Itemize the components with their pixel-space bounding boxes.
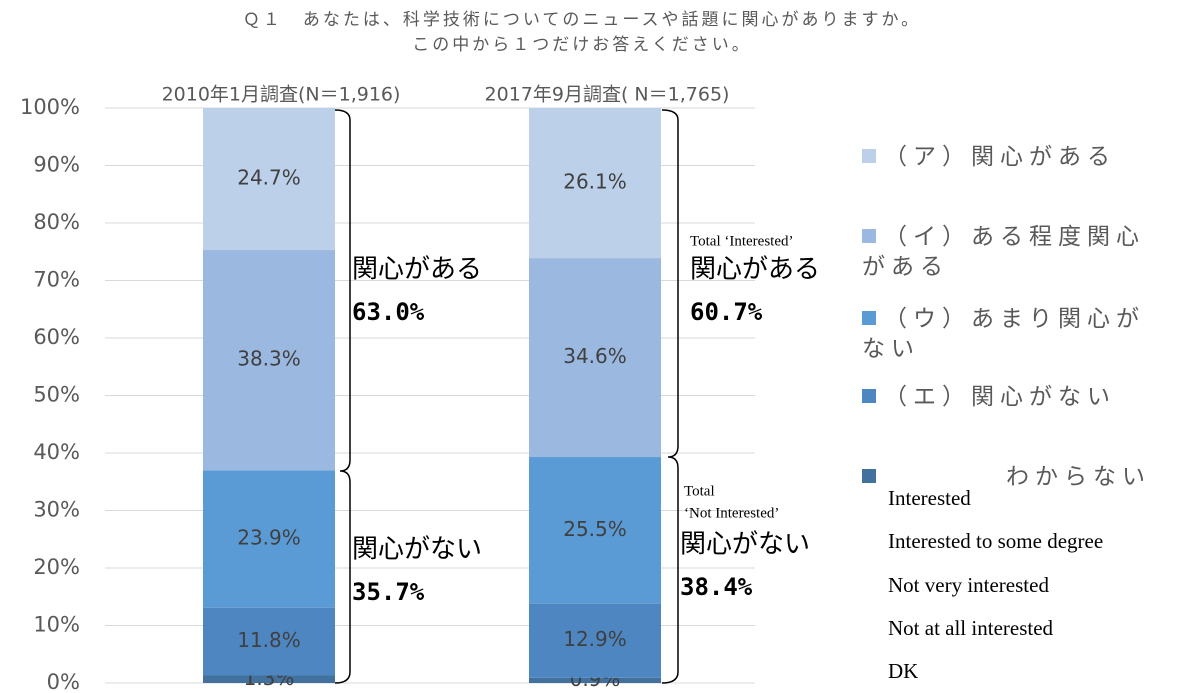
y-tick-label: 10% [33,613,80,637]
value-label: 12.9% [563,627,627,651]
legend-translation: Not very interested [888,573,1049,597]
annotation: ‘Not Interested’ [684,505,779,521]
value-label: 24.7% [237,166,301,190]
bar-segment [529,677,661,683]
legend-label: （ア）関心がある [884,144,1116,170]
y-tick-label: 0% [47,670,80,693]
x-tick-label: 2010年1月調査(N＝1,916) [162,84,401,106]
legend-label: （エ）関心がない [884,384,1116,410]
bar-segment [203,675,335,683]
x-tick-label: 2017年9月調査( N＝1,765) [485,84,730,106]
value-label: 25.5% [563,517,627,541]
y-tick-label: 80% [33,210,80,234]
legend-translation: Not at all interested [888,616,1054,640]
bar-segment [529,258,661,458]
legend-swatch [862,388,876,403]
value-label: 38.3% [237,347,301,371]
braces [334,109,679,684]
bar-segment [203,607,335,676]
annotation: Total [684,483,715,499]
chart-title: この中から１つだけお答えください。 [412,35,752,55]
value-label: 23.9% [237,525,301,549]
annotation: 38.4% [680,573,753,601]
y-tick-label: 30% [33,498,80,522]
y-tick-label: 40% [33,440,80,464]
brace [334,109,351,684]
annotation: 関心がある [352,255,482,285]
legend-label: わからない [1006,464,1151,490]
legend-item: わからない [862,462,1162,492]
y-tick-label: 50% [33,383,80,407]
annotation: 63.0% [352,298,425,326]
legend-translation: DK [888,659,919,683]
y-tick-label: 60% [33,325,80,349]
bar-segment [203,470,335,608]
bar-segment [203,108,335,251]
y-tick-label: 20% [33,555,80,579]
legend-item: （ウ）あまり関心がない [862,304,1162,364]
chart-title: Ｑ１ あなたは、科学技術についてのニュースや話題に関心がありますか。 [243,10,921,30]
brace [661,109,679,684]
y-tick-label: 90% [33,153,80,177]
value-label: 26.1% [563,170,627,194]
value-label: 34.6% [563,344,627,368]
legend-item: （イ）ある程度関心がある [862,222,1162,282]
bar-segment [529,603,661,678]
bar-segment [529,457,661,604]
legend-item: （ア）関心がある [862,142,1162,172]
y-tick-label: 70% [33,268,80,292]
legend-label: （ウ）あまり関心がない [862,306,1145,362]
legend-translation: Interested to some degree [888,529,1104,553]
legend-translation: Interested [888,486,971,510]
bar-segment [203,250,335,471]
annotation: 35.7% [352,578,425,606]
legend-swatch [862,148,876,163]
legend-label: （イ）ある程度関心がある [862,224,1145,280]
legend-item: （エ）関心がない [862,382,1162,412]
y-tick-label: 100% [20,95,80,119]
annotation: 60.7% [690,298,763,326]
annotation: 関心がある [690,255,820,285]
legend-swatch [862,228,876,243]
annotation: 関心がない [680,530,810,560]
bar-segment [529,108,661,259]
legend-swatch [862,468,876,483]
legend-swatch [862,310,876,325]
annotation: 関心がない [352,535,482,565]
annotation: Total ‘Interested’ [690,233,793,249]
value-label: 11.8% [237,628,301,652]
bars: 2010年1月調査(N＝1,916)1.3%11.8%23.9%38.3%24.… [162,84,730,691]
